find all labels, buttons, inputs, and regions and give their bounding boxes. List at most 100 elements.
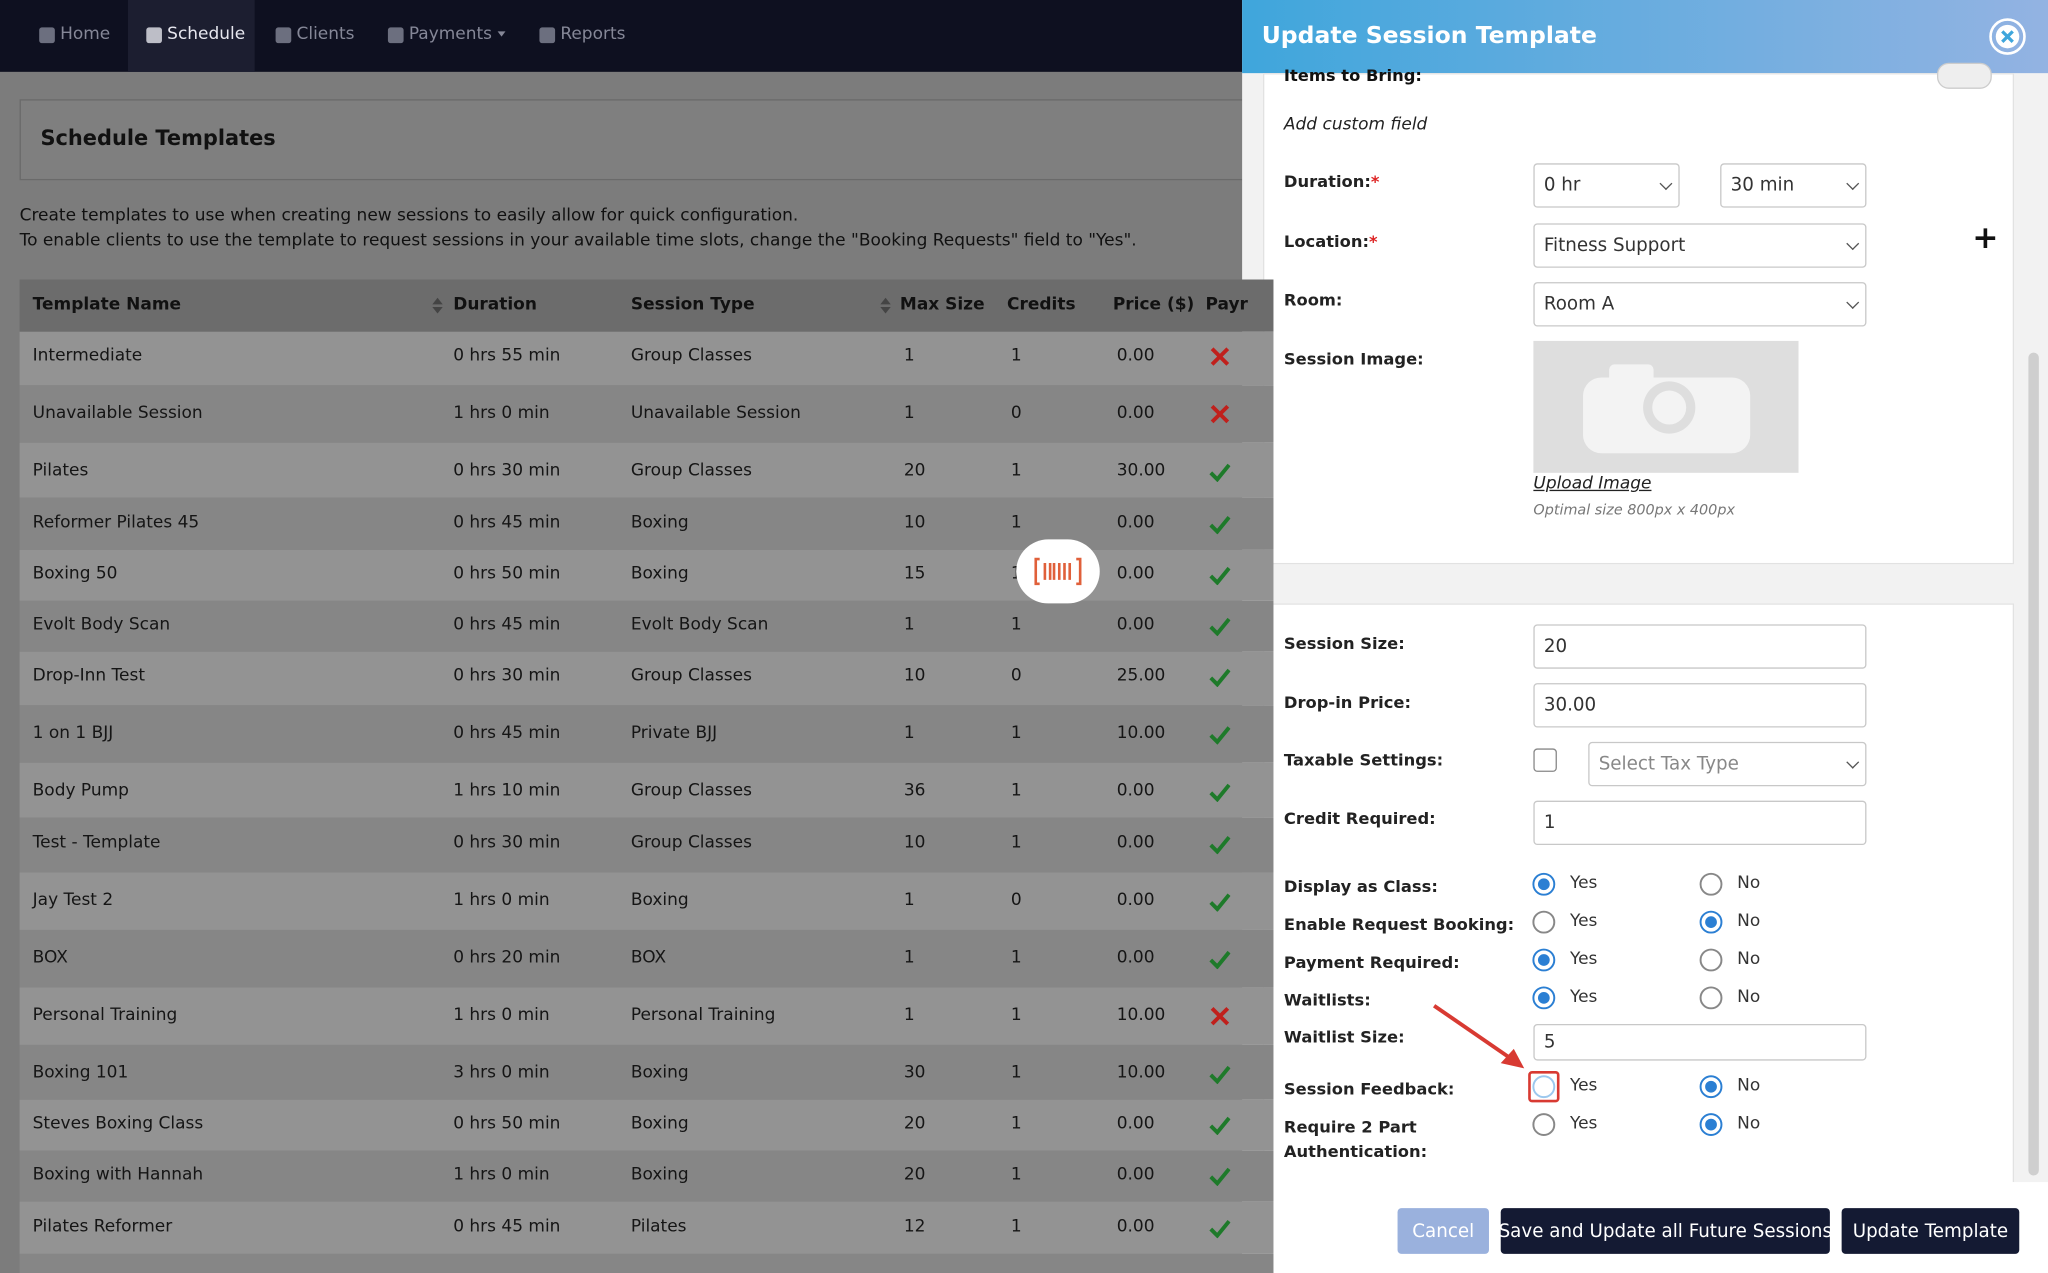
cell: Pilates Reformer: [32, 1217, 173, 1237]
cell: Reformer Pilates 45: [32, 513, 200, 533]
nav-icon: [387, 27, 404, 44]
nav-label[interactable]: Clients: [296, 24, 355, 45]
cell: Evolt Body Scan: [32, 615, 171, 635]
radio[interactable]: [1698, 985, 1724, 1011]
cell: 0: [1010, 890, 1022, 911]
cell: 20: [903, 1165, 926, 1185]
text-input[interactable]: 30.00: [1533, 683, 1867, 728]
cell: 3 hrs 0 min: [453, 1063, 550, 1083]
add-icon[interactable]: +: [1972, 219, 1999, 256]
table-row[interactable]: [19, 600, 1274, 652]
nav-item[interactable]: Clients: [275, 24, 355, 45]
table-row[interactable]: [19, 872, 1274, 930]
image-placeholder[interactable]: [1533, 340, 1799, 473]
cell: 0 hrs 45 min: [453, 615, 561, 635]
select[interactable]: Fitness Support: [1533, 223, 1867, 268]
link[interactable]: Add custom field: [1283, 114, 1428, 135]
table-row[interactable]: [19, 762, 1274, 818]
radio[interactable]: [1698, 1074, 1724, 1100]
select[interactable]: 30 min: [1720, 163, 1867, 208]
text-input[interactable]: 1: [1533, 800, 1867, 846]
nav-label[interactable]: Reports: [560, 24, 626, 45]
link[interactable]: Upload Image: [1533, 474, 1652, 494]
cell: 1: [1010, 346, 1022, 366]
check-icon: [1209, 615, 1231, 637]
cell: 20: [903, 461, 926, 481]
button[interactable]: Update Template: [1841, 1208, 2020, 1254]
table-row[interactable]: [19, 1044, 1274, 1100]
table-row[interactable]: [19, 705, 1274, 763]
table-row[interactable]: [19, 1099, 1274, 1151]
select[interactable]: 0 hr: [1533, 163, 1680, 208]
table-row[interactable]: [19, 987, 1274, 1045]
cell: Group Classes: [630, 346, 752, 366]
required-mark: *: [1370, 171, 1380, 191]
button[interactable]: Save and Update all Future Sessions: [1499, 1208, 1832, 1254]
button[interactable]: Cancel: [1397, 1208, 1489, 1254]
nav-label[interactable]: Payments: [408, 24, 492, 45]
table-row[interactable]: [19, 331, 1274, 386]
radio[interactable]: [1531, 1074, 1557, 1100]
highlight-box: [1528, 1071, 1560, 1103]
radio[interactable]: [1531, 871, 1557, 897]
close-button[interactable]: [1988, 17, 2027, 56]
check-icon: [1209, 666, 1231, 688]
table-row[interactable]: [19, 385, 1274, 443]
radio[interactable]: [1698, 871, 1724, 897]
radio[interactable]: [1698, 1112, 1724, 1138]
cross-icon: [1209, 404, 1230, 425]
column-header: Max Size: [899, 295, 985, 315]
checkbox[interactable]: [1533, 748, 1557, 772]
nav-label[interactable]: Schedule: [167, 24, 246, 45]
field-label: Items to Bring:: [1283, 65, 1422, 85]
radio-label: No: [1737, 1114, 1761, 1134]
text-input[interactable]: 5: [1533, 1023, 1867, 1061]
nav-item[interactable]: Reports: [539, 24, 626, 45]
annotation-arrow: [1433, 1004, 1525, 1069]
table-row[interactable]: [19, 929, 1274, 988]
cell: Boxing 101: [32, 1063, 129, 1083]
nav-item[interactable]: Home: [39, 24, 111, 45]
table-row[interactable]: [19, 817, 1274, 873]
cross-icon: [1209, 346, 1230, 367]
radio-label: Yes: [1569, 873, 1598, 894]
select[interactable]: Room A: [1533, 282, 1867, 327]
column-header: Payr: [1205, 295, 1248, 315]
nav-label[interactable]: Home: [60, 24, 111, 45]
cell: BOX: [32, 948, 68, 968]
nav-item[interactable]: Payments: [387, 24, 506, 45]
radio[interactable]: [1698, 947, 1724, 973]
table-row[interactable]: [19, 1150, 1274, 1202]
cell: 20: [903, 1114, 926, 1134]
cross-icon: [1209, 1006, 1230, 1027]
caret: [1846, 755, 1860, 769]
cell: 1: [1010, 1114, 1022, 1134]
cell: 0 hrs 45 min: [453, 513, 561, 533]
toggle[interactable]: [1936, 62, 1992, 89]
check-icon: [1209, 948, 1231, 970]
radio[interactable]: [1531, 947, 1557, 973]
scan-button[interactable]: [1016, 539, 1100, 604]
text-input[interactable]: 20: [1533, 624, 1867, 669]
column-header: Credits: [1007, 295, 1076, 315]
radio[interactable]: [1698, 909, 1724, 935]
cell: 0.00: [1116, 403, 1155, 424]
select[interactable]: Select Tax Type: [1588, 741, 1867, 787]
table-row[interactable]: [19, 651, 1274, 706]
radio-label: Yes: [1569, 1114, 1598, 1134]
panel-header: [1242, 0, 2048, 74]
nav-item[interactable]: Schedule: [146, 24, 246, 45]
radio[interactable]: [1531, 1112, 1557, 1138]
cell: 10.00: [1116, 1005, 1166, 1026]
radio[interactable]: [1531, 909, 1557, 935]
cell: Group Classes: [630, 781, 752, 801]
cell: 0.00: [1116, 1217, 1155, 1237]
table-row[interactable]: [19, 1201, 1274, 1254]
required-mark: *: [1369, 231, 1378, 251]
cell: 1: [1010, 1217, 1022, 1237]
cell: 0 hrs 55 min: [453, 346, 561, 366]
cell: 1: [1010, 781, 1022, 801]
table-row[interactable]: [19, 442, 1274, 498]
radio[interactable]: [1531, 985, 1557, 1011]
hint: Optimal size 800px x 400px: [1533, 501, 1735, 519]
